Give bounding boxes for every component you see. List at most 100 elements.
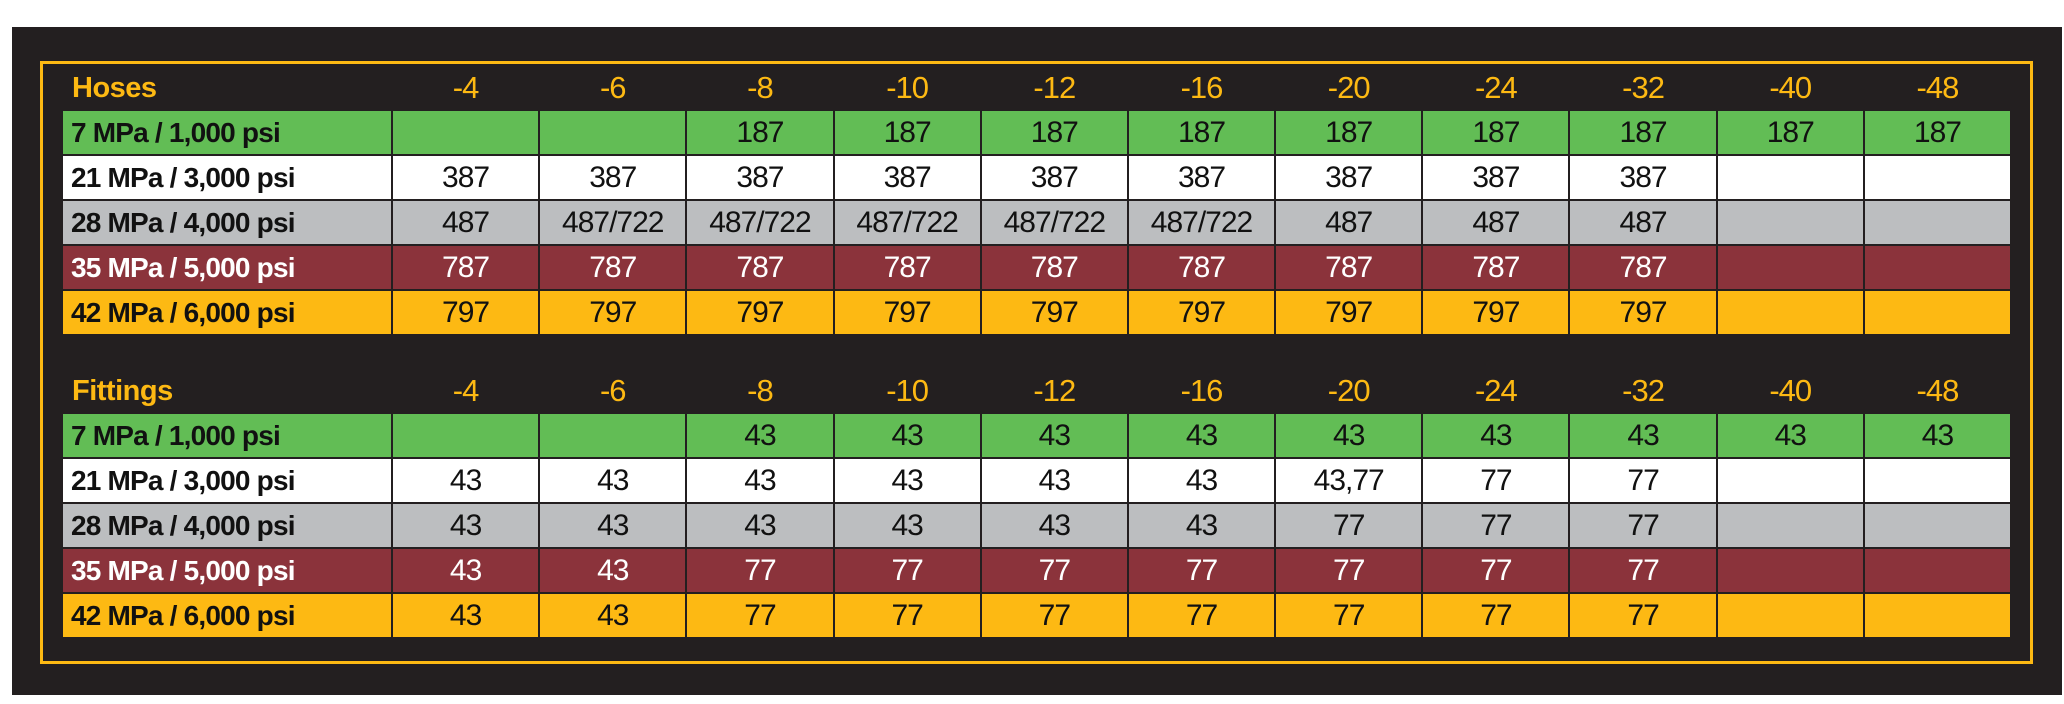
table-cell (1863, 548, 2012, 593)
table-cell: 787 (1275, 245, 1423, 290)
size-header: -32 (1622, 70, 1665, 105)
table-cell (1716, 593, 1864, 638)
table-row: 35 MPa / 5,000 psi 43 43 77 77 77 77 77 77 77 (62, 548, 2012, 593)
size-header: -12 (1033, 373, 1076, 408)
size-header: -16 (1180, 373, 1224, 408)
table-cell: 797 (833, 290, 981, 335)
table-cell: 43 (1422, 413, 1570, 458)
table-cell: 787 (1569, 245, 1717, 290)
table-cell: 43 (1716, 413, 1864, 458)
table-cell (1863, 458, 2012, 503)
table-cell: 77 (833, 593, 981, 638)
table-cell: 77 (980, 593, 1128, 638)
pressure-label: 28 MPa / 4,000 psi (62, 200, 392, 245)
table-cell: 487 (1422, 200, 1570, 245)
table-cell: 43 (686, 413, 834, 458)
table-cell: 387 (391, 155, 540, 200)
table-cell: 187 (1422, 110, 1570, 155)
table-cell: 797 (1275, 290, 1423, 335)
table-cell: 77 (1569, 458, 1717, 503)
table-cell (539, 110, 687, 155)
header-row: Fittings -4 -6 -8 -10 -12 -16 -20 -24 -32 -40 -48 (62, 369, 2011, 413)
table-cell: 43,77 (1275, 458, 1423, 503)
pressure-label: 21 MPa / 3,000 psi (62, 155, 392, 200)
fittings-table: Fittings -4 -6 -8 -10 -12 -16 -20 -24 -32 -40 -48 7 … (62, 369, 2012, 638)
pressure-label: 35 MPa / 5,000 psi (62, 245, 392, 290)
table-cell: 187 (980, 110, 1128, 155)
table-cell: 787 (1127, 245, 1276, 290)
table-cell: 43 (833, 413, 981, 458)
table-cell: 487/722 (1127, 200, 1276, 245)
table-cell: 387 (1422, 155, 1570, 200)
size-header: -40 (1769, 373, 1812, 408)
size-header: -8 (747, 70, 774, 105)
table-cell: 43 (686, 458, 834, 503)
table-cell: 787 (686, 245, 834, 290)
table-cell (1863, 155, 2012, 200)
pressure-label: 7 MPa / 1,000 psi (62, 110, 392, 155)
size-header: -8 (747, 373, 774, 408)
table-cell: 797 (1422, 290, 1570, 335)
table-cell: 43 (1127, 413, 1276, 458)
table-cell (1716, 245, 1864, 290)
table-cell: 77 (1422, 593, 1570, 638)
table-cell: 787 (539, 245, 687, 290)
table-cell: 187 (1127, 110, 1276, 155)
table-row: 42 MPa / 6,000 psi 43 43 77 77 77 77 77 77 77 (62, 593, 2012, 638)
table-cell: 43 (391, 503, 540, 548)
table-cell: 387 (1127, 155, 1276, 200)
size-header: -6 (599, 373, 627, 408)
table-cell: 43 (1275, 413, 1423, 458)
gold-frame (40, 61, 2033, 664)
pressure-label: 21 MPa / 3,000 psi (62, 458, 392, 503)
table-cell (391, 110, 540, 155)
table-cell: 797 (539, 290, 687, 335)
table-cell: 797 (980, 290, 1128, 335)
table-cell: 43 (539, 593, 687, 638)
table-cell: 43 (539, 458, 687, 503)
header-row: Hoses -4 -6 -8 -10 -12 -16 -20 -24 -32 -40 -48 (62, 66, 2011, 110)
size-header: -4 (452, 373, 480, 408)
table-row: 21 MPa / 3,000 psi 387 387 387 387 387 387 387 3… (62, 155, 2012, 200)
table-cell (1716, 155, 1864, 200)
table-cell: 43 (539, 503, 687, 548)
table-cell: 43 (391, 458, 540, 503)
size-header: -48 (1916, 373, 1960, 408)
table-cell: 77 (686, 593, 834, 638)
pressure-label: 42 MPa / 6,000 psi (62, 593, 392, 638)
table-cell: 797 (391, 290, 540, 335)
size-header: -20 (1327, 70, 1371, 105)
table-cell: 77 (1127, 548, 1276, 593)
table-cell: 77 (1422, 458, 1570, 503)
table-cell: 77 (980, 548, 1128, 593)
table-cell: 77 (1275, 548, 1423, 593)
table-cell (1716, 548, 1864, 593)
table-cell: 43 (686, 503, 834, 548)
table-cell: 77 (1422, 548, 1570, 593)
pressure-label: 42 MPa / 6,000 psi (62, 290, 392, 335)
table-cell: 187 (833, 110, 981, 155)
table-cell: 387 (539, 155, 687, 200)
size-header: -20 (1327, 373, 1371, 408)
pressure-label: 35 MPa / 5,000 psi (62, 548, 392, 593)
table-cell: 487/722 (686, 200, 834, 245)
table-cell: 77 (1569, 548, 1717, 593)
table-cell: 387 (1569, 155, 1717, 200)
table-cell (1863, 503, 2012, 548)
table-cell: 187 (1716, 110, 1864, 155)
size-header: -4 (452, 70, 480, 105)
table-cell: 187 (1863, 110, 2012, 155)
table-cell: 387 (686, 155, 834, 200)
table-cell: 487 (1275, 200, 1423, 245)
table-cell: 43 (1863, 413, 2012, 458)
table-cell: 387 (1275, 155, 1423, 200)
size-header: -10 (886, 70, 929, 105)
table-cell: 77 (686, 548, 834, 593)
table-cell: 387 (833, 155, 981, 200)
table-cell (1863, 290, 2012, 335)
size-header: -48 (1916, 70, 1960, 105)
table-cell: 187 (1275, 110, 1423, 155)
table-row: 21 MPa / 3,000 psi 43 43 43 43 43 43 43,77 77 77 (62, 458, 2012, 503)
pressure-label: 28 MPa / 4,000 psi (62, 503, 392, 548)
table-cell: 43 (833, 503, 981, 548)
